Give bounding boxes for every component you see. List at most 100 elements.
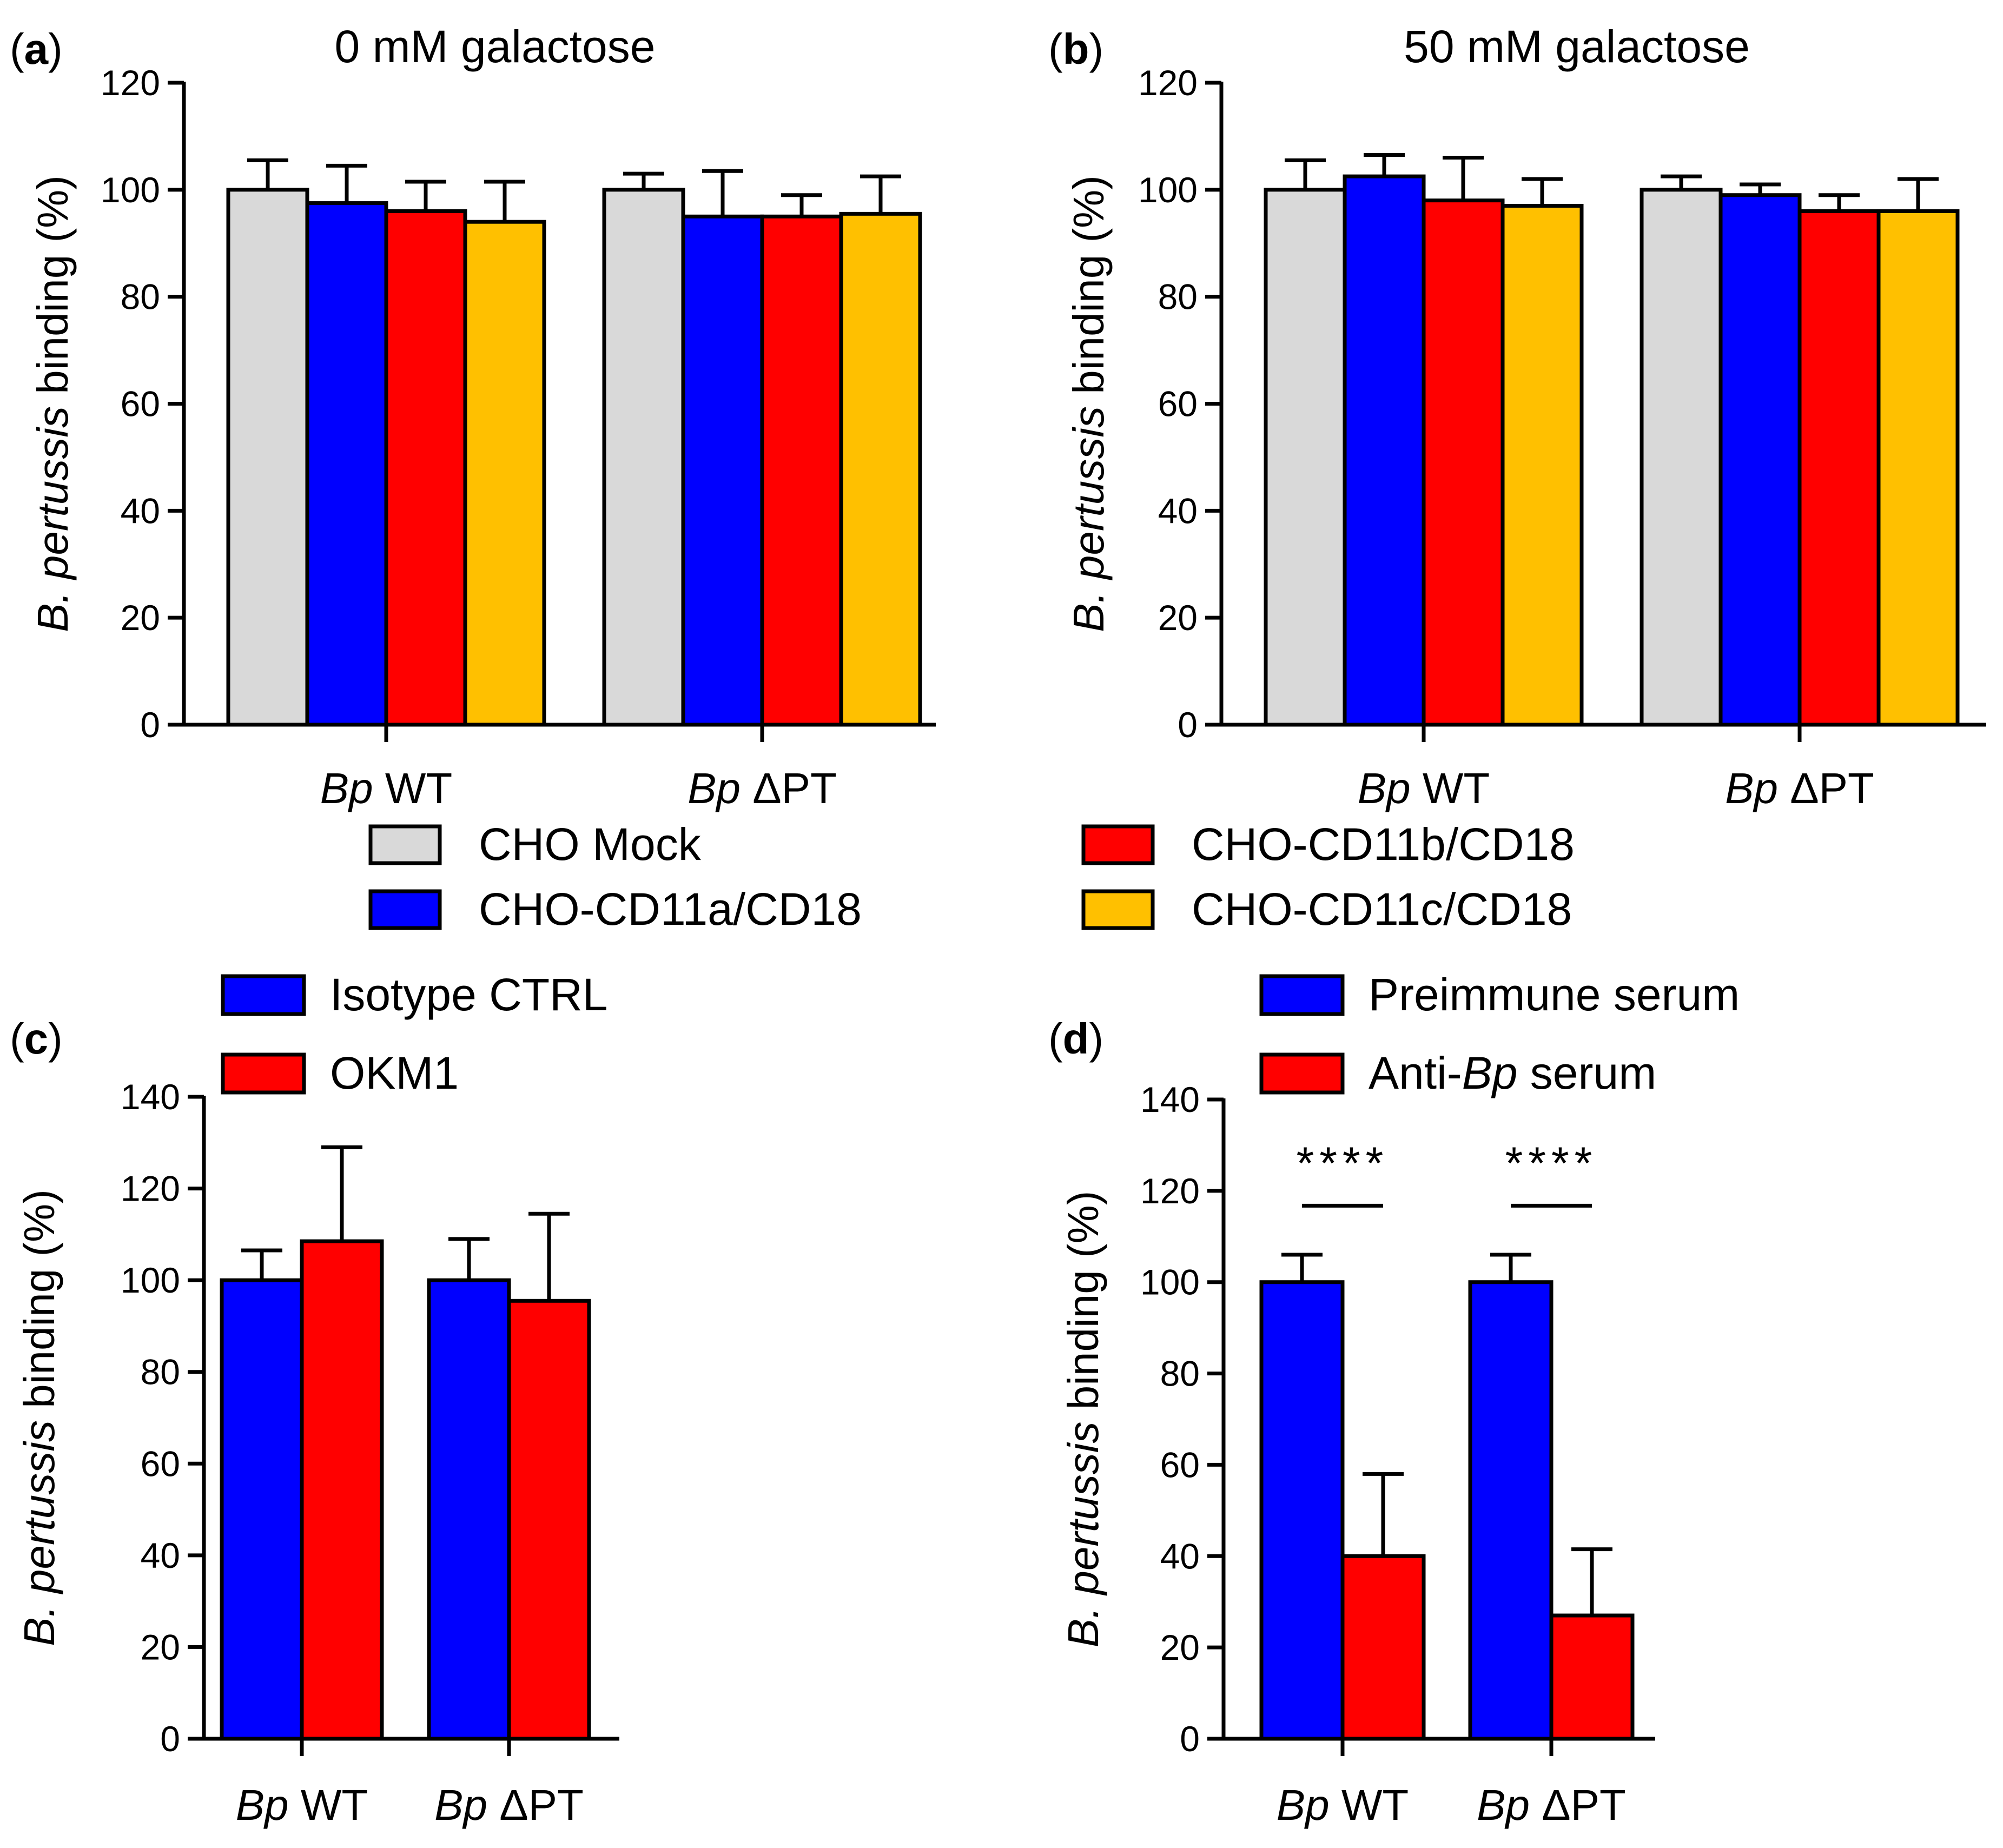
y-axis-title-part-1: binding (%) (1065, 175, 1113, 406)
x-category-label-part-0: Bp (1477, 1781, 1530, 1829)
y-tick-label: 80 (121, 277, 160, 317)
y-axis-title: B. pertussis binding (%) (15, 1189, 63, 1646)
panel-letter: b (1063, 25, 1089, 73)
bar-isotype-ctrl-cat0 (220, 1278, 304, 1741)
panel-label-c: (c) (10, 1015, 63, 1063)
y-tick-label: 20 (1160, 1627, 1200, 1667)
y-tick-label: 60 (1160, 1445, 1200, 1485)
y-tick-label: 80 (1160, 1354, 1200, 1394)
y-tick-label: 60 (1158, 384, 1198, 424)
x-category-label: Bp ΔPT (1725, 764, 1874, 812)
x-category-label-part-1: WT (1411, 764, 1490, 812)
x-category-label-part-0: Bp (1277, 1781, 1330, 1829)
y-tick-label: 100 (121, 1260, 180, 1300)
bar-isotype-ctrl-cat1 (427, 1278, 511, 1741)
bar-cho-cd11c-cd18-cat0 (1500, 204, 1584, 727)
x-category-label-part-0: Bp (320, 764, 373, 812)
bar-cho-cd11b-cd18-cat0 (1422, 198, 1505, 727)
y-tick-label: 20 (121, 598, 160, 638)
y-tick-label: 20 (1158, 598, 1198, 638)
y-tick-label: 140 (1140, 1079, 1200, 1120)
bar-cho-cd11b-cd18-cat1 (760, 214, 843, 727)
legend-swatch (221, 974, 306, 1016)
x-category-label: Bp ΔPT (434, 1781, 584, 1829)
y-tick-label: 20 (141, 1627, 180, 1667)
x-category-label-part-1: ΔPT (1778, 764, 1874, 812)
bar-okm1-cat1 (507, 1299, 591, 1741)
y-tick-label: 120 (1138, 63, 1198, 103)
panel-d: (d) B. pertussis binding (%) 0 20 40 60 80 100 1… (1048, 969, 1740, 1829)
bar-okm1-cat0 (300, 1239, 384, 1741)
panel-title: 0 mM galactose (335, 21, 656, 72)
bar-anti-bp-serum-cat0 (1340, 1554, 1426, 1741)
legend-swatch (1259, 974, 1345, 1016)
x-category-label: Bp ΔPT (688, 764, 837, 812)
panel-title: 50 mM galactose (1404, 21, 1750, 72)
x-category-label-part-1: ΔPT (1530, 1781, 1626, 1829)
x-category-label-part-0: Bp (688, 764, 741, 812)
legend-label-part-1: Bp (1462, 1048, 1518, 1098)
x-category-label: Bp ΔPT (1477, 1781, 1626, 1829)
bar-cho-cd11a-cd18-cat0 (305, 201, 388, 727)
panel-letter: c (24, 1015, 49, 1063)
y-tick-label: 40 (1158, 491, 1198, 531)
panel-label-a: (a) (10, 25, 63, 73)
panel-c: (c) B. pertussis binding (%) 0 20 40 60 80 100 1… (10, 969, 619, 1829)
y-axis-title-part-0: B. pertussis (29, 406, 77, 632)
bar-anti-bp-serum-cat1 (1549, 1613, 1635, 1741)
y-axis-title-part-1: binding (%) (15, 1189, 63, 1420)
legend-swatch (221, 1052, 306, 1095)
significance-stars: **** (1505, 1137, 1598, 1188)
bar-cho-cd11c-cd18-cat1 (839, 211, 922, 727)
legend-swatch (1259, 1052, 1345, 1095)
legend-label: Preimmune serum (1369, 969, 1740, 1020)
legend-swatch (368, 824, 442, 865)
y-tick-label: 60 (141, 1443, 180, 1483)
legend-swatch (368, 889, 442, 930)
bar-cho-mock-cat0 (1264, 188, 1347, 727)
y-axis-title: B. pertussis binding (%) (1059, 1191, 1107, 1648)
x-category-label-part-1: WT (289, 1781, 368, 1829)
y-tick-label: 0 (160, 1719, 180, 1759)
bar-cho-mock-cat1 (1640, 188, 1723, 727)
y-axis-title-part-0: B. pertussis (1059, 1421, 1107, 1647)
x-category-label-part-1: ΔPT (487, 1781, 584, 1829)
legend-label: CHO-CD11b/CD18 (1192, 819, 1575, 870)
x-category-label-part-1: WT (373, 764, 453, 812)
significance-stars: **** (1297, 1137, 1389, 1188)
x-category-label: Bp WT (320, 764, 452, 812)
y-axis-title-part-1: binding (%) (29, 175, 77, 406)
y-tick-label: 0 (140, 705, 160, 745)
x-category-label-part-0: Bp (1725, 764, 1778, 812)
x-category-label-part-0: Bp (434, 1781, 487, 1829)
bar-cho-cd11a-cd18-cat0 (1343, 174, 1426, 727)
y-tick-label: 140 (121, 1077, 180, 1117)
legend-label: Anti-Bp serum (1369, 1048, 1656, 1098)
bar-cho-cd11b-cd18-cat0 (384, 209, 467, 727)
y-tick-label: 0 (1178, 705, 1198, 745)
y-axis-title-part-1: binding (%) (1059, 1191, 1107, 1422)
legend-label: OKM1 (330, 1048, 459, 1098)
x-category-label: Bp WT (236, 1781, 368, 1829)
y-axis-title: B. pertussis binding (%) (29, 175, 77, 632)
legend-panel-d: Preimmune serum Anti-Bp serum (1259, 969, 1740, 1098)
y-tick-label: 100 (101, 170, 160, 210)
y-axis-title-part-0: B. pertussis (1065, 406, 1113, 632)
legend-label: CHO-CD11a/CD18 (479, 884, 862, 935)
x-category-label-part-1: WT (1330, 1781, 1409, 1829)
legend-label: Isotype CTRL (330, 969, 608, 1020)
legend-top: CHO Mock CHO-CD11a/CD18 CHO-CD11b/CD18 CHO-… (368, 819, 1575, 935)
y-tick-label: 60 (121, 384, 160, 424)
bar-preimmune-serum-cat0 (1259, 1280, 1345, 1741)
bar-preimmune-serum-cat1 (1468, 1280, 1554, 1741)
bar-cho-cd11c-cd18-cat1 (1876, 209, 1960, 727)
x-category-label-part-0: Bp (1358, 764, 1411, 812)
bar-cho-mock-cat0 (226, 188, 309, 727)
bar-cho-mock-cat1 (602, 188, 685, 727)
y-tick-label: 120 (121, 1169, 180, 1209)
y-axis-title: B. pertussis binding (%) (1065, 175, 1113, 632)
legend-swatch (1081, 889, 1155, 930)
x-category-label-part-1: ΔPT (741, 764, 837, 812)
y-tick-label: 80 (1158, 277, 1198, 317)
